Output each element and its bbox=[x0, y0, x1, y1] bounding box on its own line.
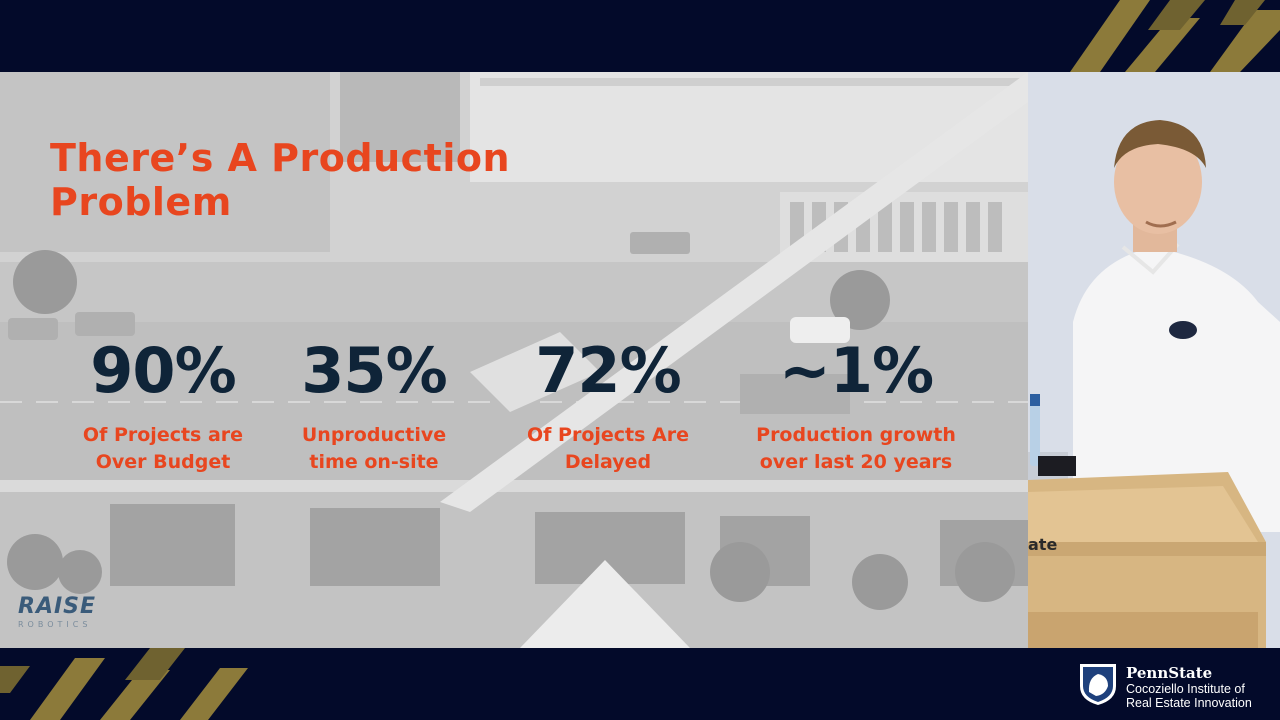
logo-word: RAISE bbox=[18, 594, 97, 619]
brand-line-2: Real Estate Innovation bbox=[1126, 696, 1252, 710]
presentation-slide: There’s A Production Problem 90% Of Proj… bbox=[0, 72, 1028, 648]
stat-label-line-1: Of Projects are bbox=[82, 424, 244, 446]
logo-subtitle: ROBOTICS bbox=[18, 620, 92, 629]
gold-stripes-bottom-left bbox=[0, 648, 248, 720]
aerial-street-photo bbox=[0, 72, 1028, 648]
stat-label-line-1: Of Projects Are bbox=[526, 424, 689, 446]
brand-name: PennState bbox=[1126, 664, 1213, 682]
stat-over-budget: 90% Of Projects are Over Budget bbox=[68, 334, 258, 476]
stat-label: Of Projects Are Delayed bbox=[510, 422, 706, 476]
stat-label-line-2: time on-site bbox=[309, 451, 439, 473]
stat-label-line-1: Production growth bbox=[756, 424, 956, 446]
stat-label-line-2: Over Budget bbox=[95, 451, 231, 473]
nittany-lion-shield-icon bbox=[1080, 664, 1116, 705]
stat-label-line-2: over last 20 years bbox=[759, 451, 953, 473]
speaker-video: ate bbox=[1028, 72, 1280, 648]
branding-text: PennState Cocoziello Institute of Real E… bbox=[1126, 664, 1252, 710]
stat-label: Of Projects are Over Budget bbox=[68, 422, 258, 476]
gold-stripes-top-right bbox=[1070, 0, 1280, 72]
slide-title-line-2: Problem bbox=[50, 180, 232, 224]
stat-label: Unproductive time on-site bbox=[280, 422, 468, 476]
raise-robotics-logo: RAISE ROBOTICS bbox=[18, 594, 97, 630]
speaker-figure bbox=[1028, 72, 1280, 648]
slide-title-line-1: There’s A Production bbox=[50, 136, 511, 180]
stat-label: Production growth over last 20 years bbox=[738, 422, 974, 476]
stat-value: ~1% bbox=[778, 334, 934, 407]
podium-text: ate bbox=[1028, 535, 1058, 554]
stat-value: 72% bbox=[535, 334, 681, 407]
brand-line-1: Cocoziello Institute of bbox=[1126, 682, 1245, 696]
stat-label-line-1: Unproductive bbox=[301, 424, 447, 446]
stat-value: 35% bbox=[301, 334, 447, 407]
stat-value: 90% bbox=[90, 334, 236, 407]
stat-unproductive-time: 35% Unproductive time on-site bbox=[280, 334, 468, 476]
stat-delayed: 72% Of Projects Are Delayed bbox=[510, 334, 706, 476]
stat-production-growth: ~1% Production growth over last 20 years bbox=[738, 334, 974, 476]
slide-title: There’s A Production Problem bbox=[50, 136, 610, 224]
stat-label-line-2: Delayed bbox=[564, 451, 652, 473]
